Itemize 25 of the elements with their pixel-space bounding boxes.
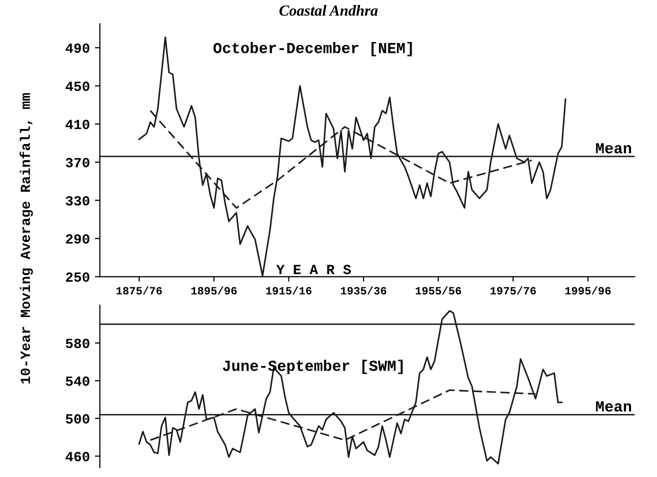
y-axis-title: 10-Year Moving Average Rainfall, mm <box>20 93 33 384</box>
text: June-September [SWM] <box>222 360 403 374</box>
y-tick-label: 580 <box>66 338 90 348</box>
y-tick-label: 460 <box>66 452 90 462</box>
x-tick-label: 1895/96 <box>191 286 237 295</box>
x-tick-label: 1915/16 <box>266 286 312 295</box>
ref-line-label: Mean <box>596 143 632 154</box>
y-tick-label: 500 <box>66 414 90 424</box>
y-tick-label: 540 <box>66 376 90 386</box>
text: October-December [NEM] <box>213 42 412 56</box>
y-tick-label: 330 <box>66 196 90 206</box>
y-tick-label: 490 <box>66 43 90 53</box>
x-tick-label: 1975/76 <box>490 286 536 295</box>
y-tick-label: 370 <box>66 158 90 168</box>
x-tick-label: 1935/36 <box>340 286 386 295</box>
x-tick-label: 1955/56 <box>416 286 462 295</box>
ref-line-label: Mean <box>596 401 632 412</box>
y-tick-label: 250 <box>66 272 90 282</box>
x-tick-label: 1995/96 <box>565 286 611 295</box>
x-tick-label: 1875/76 <box>116 286 162 295</box>
y-tick-label: 450 <box>66 82 90 92</box>
y-tick-label: 290 <box>66 234 90 244</box>
x-axis-title: Y E A R S <box>276 264 351 274</box>
y-tick-label: 410 <box>66 120 90 130</box>
chart-title: Coastal Andhra <box>279 4 378 16</box>
